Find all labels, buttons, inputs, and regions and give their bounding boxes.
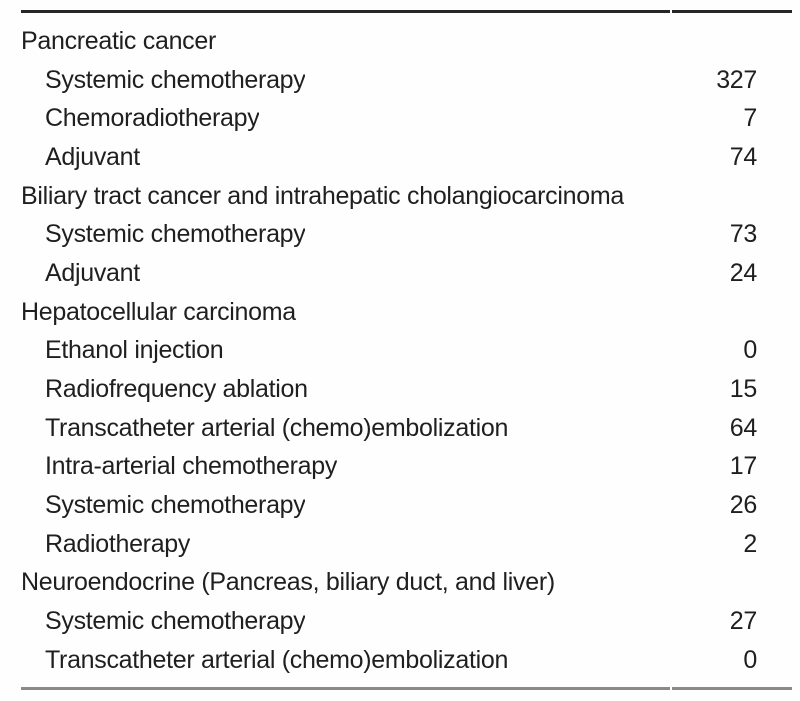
row-value: 0 [743, 336, 757, 365]
table-row: Radiofrequency ablation 15 [21, 370, 792, 409]
row-value: 74 [729, 142, 758, 171]
table-top-rule [21, 10, 792, 13]
table-row: Systemic chemotherapy 26 [21, 486, 792, 525]
row-label: Adjuvant [45, 258, 140, 287]
table-row: Systemic chemotherapy 73 [21, 215, 792, 254]
row-label: Radiofrequency ablation [45, 375, 308, 404]
row-value: 327 [716, 65, 757, 94]
row-value: 24 [729, 258, 758, 287]
table-row-category: Pancreatic cancer [21, 22, 792, 61]
row-value: 73 [729, 220, 758, 249]
row-label: Chemoradiotherapy [45, 104, 260, 133]
category-label: Biliary tract cancer and intrahepatic ch… [21, 181, 624, 210]
table-row: Systemic chemotherapy 327 [21, 61, 792, 100]
row-label: Intra-arterial chemotherapy [45, 452, 338, 481]
row-value: 27 [729, 607, 758, 636]
row-value: 2 [743, 529, 757, 558]
row-label: Systemic chemotherapy [45, 65, 306, 94]
row-label: Ethanol injection [45, 336, 224, 365]
table-row: Ethanol injection 0 [21, 332, 792, 371]
row-value: 15 [729, 375, 758, 404]
row-label: Systemic chemotherapy [45, 220, 306, 249]
row-value: 0 [743, 645, 757, 674]
table-row: Chemoradiotherapy 7 [21, 99, 792, 138]
row-label: Systemic chemotherapy [45, 607, 306, 636]
table-row: Intra-arterial chemotherapy 17 [21, 448, 792, 487]
top-rule-label-segment [21, 10, 670, 13]
table-row: Adjuvant 24 [21, 254, 792, 293]
table-body: Pancreatic cancer Systemic chemotherapy … [21, 22, 792, 680]
category-label: Neuroendocrine (Pancreas, biliary duct, … [21, 568, 555, 597]
row-label: Radiotherapy [45, 529, 191, 558]
row-value: 64 [729, 413, 758, 442]
table-row-category: Biliary tract cancer and intrahepatic ch… [21, 177, 792, 216]
bottom-rule-label-segment [21, 687, 670, 690]
row-value: 17 [729, 452, 758, 481]
category-label: Pancreatic cancer [21, 26, 216, 55]
table-bottom-rule [21, 687, 792, 690]
row-value: 7 [743, 104, 757, 133]
bottom-rule-value-segment [672, 687, 792, 690]
table-row: Systemic chemotherapy 27 [21, 602, 792, 641]
table-row: Adjuvant 74 [21, 138, 792, 177]
table-row: Transcatheter arterial (chemo)embolizati… [21, 409, 792, 448]
row-label: Transcatheter arterial (chemo)embolizati… [45, 413, 509, 442]
row-label: Transcatheter arterial (chemo)embolizati… [45, 645, 509, 674]
row-label: Systemic chemotherapy [45, 491, 306, 520]
table-row-category: Hepatocellular carcinoma [21, 293, 792, 332]
table-row: Transcatheter arterial (chemo)embolizati… [21, 641, 792, 680]
row-value: 26 [729, 491, 758, 520]
table-row: Radiotherapy 2 [21, 525, 792, 564]
table-row-category: Neuroendocrine (Pancreas, biliary duct, … [21, 564, 792, 603]
row-label: Adjuvant [45, 142, 140, 171]
category-label: Hepatocellular carcinoma [21, 297, 296, 326]
top-rule-value-segment [672, 10, 792, 13]
